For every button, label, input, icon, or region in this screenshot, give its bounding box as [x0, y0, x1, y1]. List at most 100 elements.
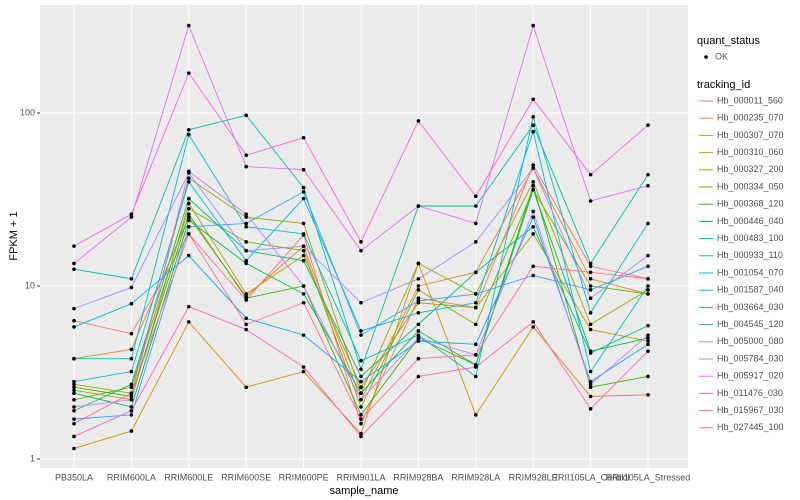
data-point [129, 394, 134, 399]
data-point [588, 172, 593, 177]
legend-label: Hb_001054_070 [717, 267, 784, 277]
y-tick-label: 100 [20, 107, 35, 117]
data-point [187, 320, 191, 324]
data-point [301, 167, 306, 172]
legend-label: Hb_005784_030 [717, 353, 784, 363]
data-point [588, 310, 593, 315]
data-point [187, 304, 191, 309]
data-point [416, 119, 421, 123]
data-point [588, 394, 593, 399]
data-point [129, 413, 134, 417]
legend-label: OK [715, 51, 728, 61]
legend-title: tracking_id [697, 79, 750, 91]
data-point [301, 292, 306, 296]
legend-label: Hb_027445_100 [717, 422, 784, 432]
data-point [244, 224, 248, 229]
data-point [531, 166, 535, 170]
data-point [244, 322, 248, 327]
data-point [646, 339, 650, 343]
data-point [474, 322, 478, 327]
data-point [72, 388, 76, 392]
data-point [416, 333, 421, 337]
data-point [588, 199, 593, 203]
data-point [359, 329, 363, 333]
data-point [416, 204, 421, 208]
x-tick-label: RRIM600LA [107, 472, 156, 482]
legend-key [704, 55, 708, 59]
x-tick-label: RRIM928BA [393, 472, 443, 482]
data-point [72, 356, 76, 361]
data-point [359, 431, 363, 436]
data-point [416, 284, 421, 288]
data-point [474, 300, 478, 305]
data-point [416, 288, 421, 292]
data-point [244, 221, 248, 226]
data-point [359, 374, 363, 379]
data-point [646, 374, 650, 379]
data-point [416, 296, 421, 301]
data-point [72, 325, 76, 329]
data-point [646, 123, 650, 128]
data-point [588, 322, 593, 327]
data-point [72, 417, 76, 421]
data-point [187, 212, 191, 217]
data-point [646, 221, 650, 226]
data-point [187, 253, 191, 258]
data-point [244, 212, 248, 217]
data-point [359, 367, 363, 372]
data-point [646, 288, 650, 292]
data-point [244, 164, 248, 169]
y-axis-title: FPKM + 1 [8, 211, 20, 260]
data-point [646, 264, 650, 269]
x-axis-title: sample_name [329, 485, 398, 497]
data-point [129, 369, 134, 374]
data-point [301, 244, 306, 248]
data-point [187, 23, 191, 28]
data-point [588, 369, 593, 374]
data-point [588, 264, 593, 269]
data-point [129, 277, 134, 281]
data-point [474, 204, 478, 208]
data-point [244, 215, 248, 219]
data-point [301, 369, 306, 374]
x-tick-label: RRIM600SE [221, 472, 271, 482]
data-point [474, 413, 478, 417]
legend-label: Hb_000933_110 [717, 250, 783, 260]
data-point [244, 248, 248, 253]
x-tick-label: RRIM600PE [279, 472, 329, 482]
data-point [72, 382, 76, 387]
data-point [416, 261, 421, 266]
data-point [187, 176, 191, 180]
data-point [72, 434, 76, 439]
data-point [646, 183, 650, 188]
legend-label: Hb_000310_060 [717, 147, 784, 157]
data-point [72, 379, 76, 384]
legend-label: Hb_003664_030 [717, 302, 784, 312]
x-tick-label: RRIM600LE [164, 472, 213, 482]
data-point [359, 405, 363, 409]
data-point [129, 215, 134, 219]
legend-label: Hb_000011_560 [717, 95, 783, 105]
data-point [72, 446, 76, 451]
data-point [301, 253, 306, 258]
data-point [187, 180, 191, 184]
data-point [244, 385, 248, 390]
data-point [474, 342, 478, 347]
legend-label: Hb_000334_050 [717, 181, 784, 191]
data-point [301, 135, 306, 140]
data-point [129, 285, 134, 290]
data-point [531, 180, 535, 184]
data-point [416, 356, 421, 361]
data-point [588, 351, 593, 355]
data-point [416, 339, 421, 343]
data-point [187, 224, 191, 229]
data-point [244, 316, 248, 321]
data-point [531, 97, 535, 102]
y-tick-label: 1 [30, 453, 35, 463]
data-point [301, 248, 306, 253]
data-point [588, 261, 593, 266]
data-point [359, 379, 363, 384]
data-point [301, 196, 306, 201]
data-point [359, 333, 363, 337]
